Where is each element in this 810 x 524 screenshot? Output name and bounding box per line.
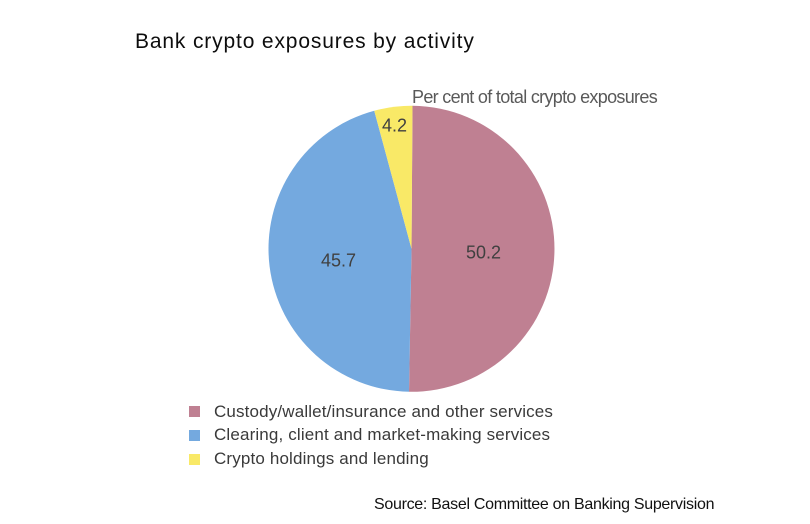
svg-text:4.2: 4.2 — [382, 116, 407, 136]
svg-text:45.7: 45.7 — [321, 251, 356, 271]
svg-text:50.2: 50.2 — [466, 242, 501, 262]
